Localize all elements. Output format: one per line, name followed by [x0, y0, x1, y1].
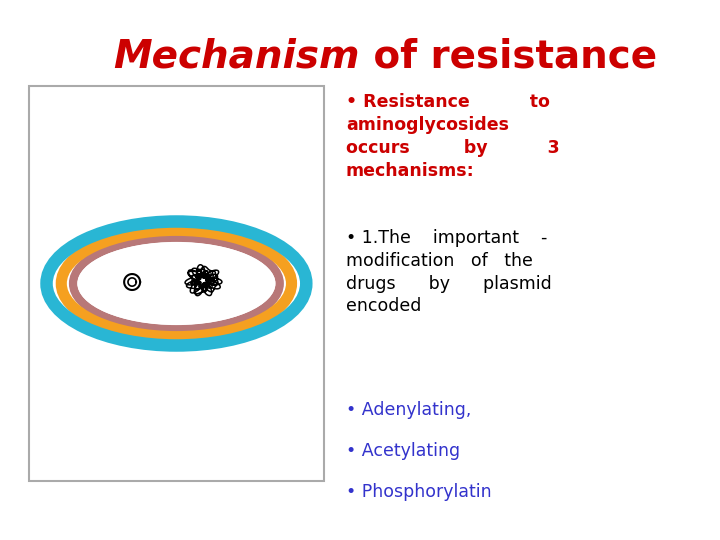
Ellipse shape — [78, 242, 275, 325]
Text: • Acetylating: • Acetylating — [346, 442, 460, 460]
Ellipse shape — [78, 242, 275, 325]
Text: • Phosphorylatin: • Phosphorylatin — [346, 483, 492, 501]
Text: of resistance: of resistance — [360, 38, 657, 76]
Text: • Resistance          to
aminoglycosides
occurs         by          3
mechanisms: • Resistance to aminoglycosides occurs b… — [346, 93, 559, 180]
Text: • Adenylating,: • Adenylating, — [346, 401, 472, 419]
Text: • 1.The    important    -
modification   of   the
drugs      by      plasmid
enc: • 1.The important - modification of the … — [346, 229, 552, 315]
Text: Mechanism: Mechanism — [114, 38, 360, 76]
